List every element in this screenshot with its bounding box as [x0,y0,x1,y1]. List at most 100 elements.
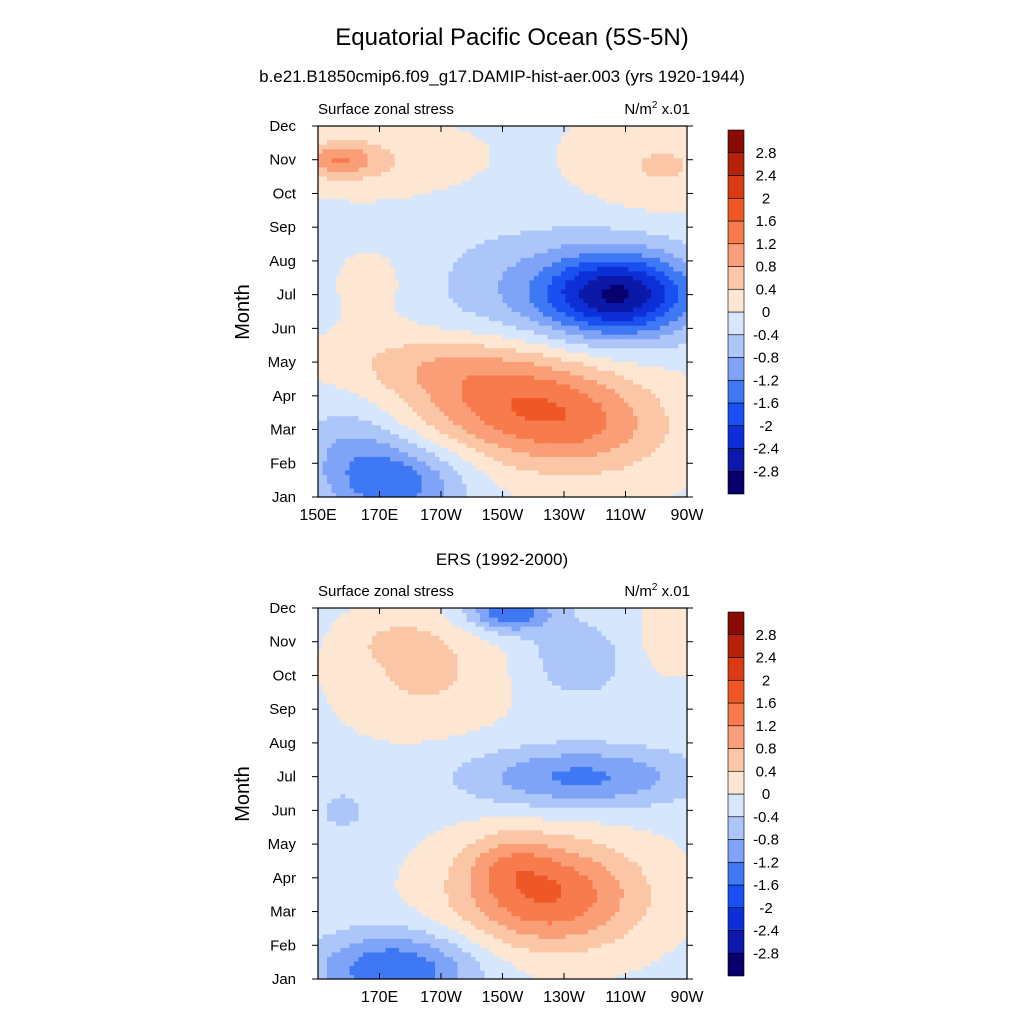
contour-cell [435,279,441,285]
contour-cell [682,279,688,285]
contour-cell [642,415,648,421]
contour-cell [354,230,360,236]
contour-cell [349,234,355,240]
contour-cell [367,469,373,475]
contour-cell [372,451,378,457]
contour-cell [669,406,675,412]
contour-cell [448,306,454,313]
contour-cell [390,483,396,489]
contour-cell [520,288,526,294]
contour-cell [579,415,585,421]
contour-cell [340,415,346,421]
contour-cell [327,374,333,380]
contour-cell [327,388,333,394]
contour-cell [633,370,639,376]
contour-cell [547,411,553,417]
contour-cell [372,433,378,439]
contour-cell [583,406,589,412]
contour-cell [574,329,580,335]
contour-cell [502,243,508,249]
contour-cell [673,483,679,489]
contour-cell [610,320,616,326]
contour-cell [642,370,648,376]
contour-cell [385,383,391,390]
contour-cell [498,433,504,439]
contour-cell [376,392,382,399]
contour-cell [678,370,684,376]
contour-cell [399,487,405,494]
contour-cell [331,293,337,299]
contour-cell [655,456,661,462]
contour-cell [597,347,603,353]
contour-cell [484,456,490,462]
contour-cell [417,388,423,394]
contour-cell [552,284,558,290]
contour-cell [489,460,495,466]
contour-cell [457,401,463,408]
contour-cell [399,275,405,281]
contour-cell [354,433,360,439]
contour-cell [570,406,576,412]
contour-cell [340,221,346,227]
contour-cell [606,469,612,475]
contour-cell [498,325,504,331]
contour-cell [520,438,526,444]
contour-cell [484,460,490,466]
contour-cell [565,329,571,335]
contour-cell [471,456,477,462]
contour-cell [318,257,324,263]
contour-cell [322,442,328,448]
contour-cell [606,275,612,281]
contour-cell [439,243,445,249]
contour-cell [574,279,580,285]
contour-cell [552,302,558,308]
contour-cell [444,365,450,371]
contour-cell [624,306,630,313]
contour-cell [516,288,522,294]
contour-cell [376,311,382,317]
contour-cell [543,438,549,444]
contour-cell [439,302,445,308]
contour-cell [547,465,553,471]
contour-cell [588,433,594,439]
contour-cell [385,356,391,362]
contour-cell [660,388,666,394]
contour-cell [484,252,490,258]
contour-cell [606,338,612,344]
contour-cell [462,347,468,353]
contour-cell [367,379,373,385]
contour-cell [619,478,625,485]
contour-cell [642,456,648,462]
contour-cell [439,411,445,417]
contour-cell [556,424,562,430]
contour-cell [561,275,567,281]
contour-cell [390,361,396,367]
contour-cell [601,338,607,344]
contour-cell [651,311,657,317]
contour-cell [682,293,688,299]
contour-cell [624,352,630,358]
contour-cell [610,234,616,240]
contour-cell [412,334,418,340]
contour-cell [318,311,324,317]
contour-cell [561,248,567,254]
contour-cell [376,420,382,426]
contour-cell [507,302,513,308]
contour-cell [385,429,391,435]
contour-cell [336,460,342,466]
contour-cell [588,406,594,412]
contour-cell [331,225,337,231]
contour-cell [565,311,571,317]
contour-cell [484,257,490,263]
contour-cell [507,352,513,358]
contour-cell [592,411,598,417]
contour-cell [534,293,540,299]
contour-cell [556,320,562,326]
contour-cell [480,329,486,335]
contour-cell [534,270,540,276]
contour-cell [453,302,459,308]
contour-cell [498,374,504,380]
contour-cell [673,397,679,403]
contour-cell [453,483,459,489]
contour-cell [628,424,634,430]
